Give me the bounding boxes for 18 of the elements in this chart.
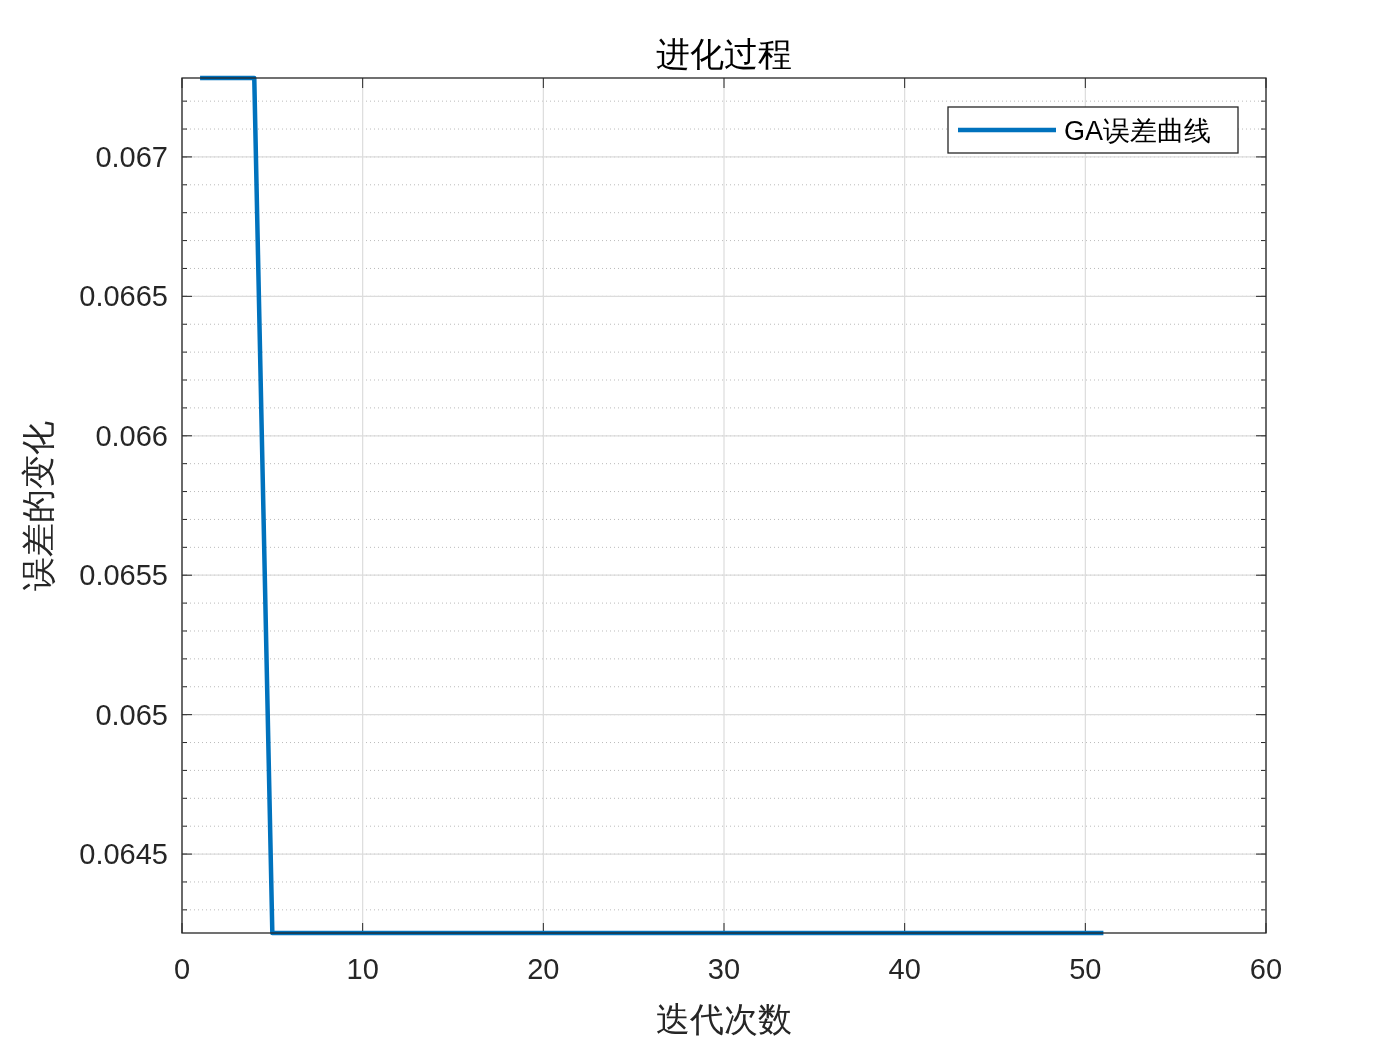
chart-title: 进化过程 xyxy=(656,35,792,73)
x-axis-title: 迭代次数 xyxy=(656,1000,792,1038)
y-tick-label: 0.066 xyxy=(95,419,168,452)
x-tick-label: 10 xyxy=(346,953,379,985)
x-tick-label: 60 xyxy=(1249,953,1283,985)
legend-label: GA误差曲线 xyxy=(1064,116,1212,146)
x-tick-label: 0 xyxy=(173,953,191,985)
y-tick-label: 0.0645 xyxy=(79,838,168,871)
x-tick-label: 20 xyxy=(527,953,560,985)
y-tick-label: 0.067 xyxy=(95,140,168,173)
x-tick-label: 40 xyxy=(888,953,921,985)
y-axis-title: 误差的变化 xyxy=(19,420,57,591)
y-tick-label: 0.065 xyxy=(95,698,168,731)
y-tick-label: 0.0655 xyxy=(79,559,168,592)
y-tick-label: 0.0665 xyxy=(79,280,168,313)
x-tick-label: 50 xyxy=(1069,953,1102,985)
legend: GA误差曲线 xyxy=(947,106,1239,154)
x-tick-label: 30 xyxy=(707,953,741,985)
